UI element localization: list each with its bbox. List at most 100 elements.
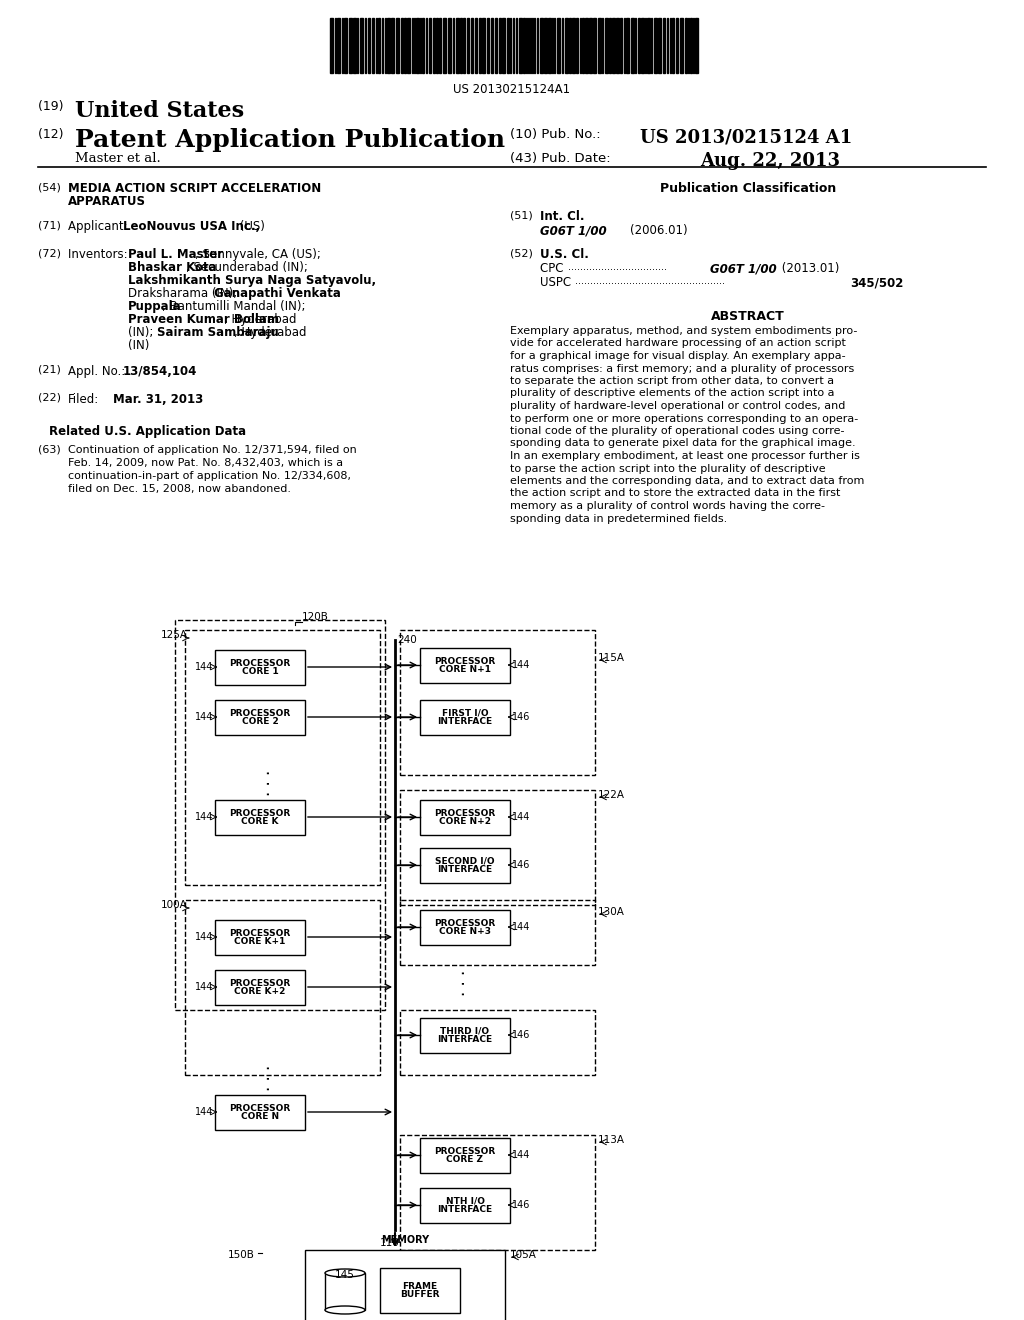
Bar: [663, 18, 665, 73]
Bar: [185, 630, 380, 884]
Bar: [589, 18, 592, 73]
Bar: [490, 18, 493, 73]
Text: INTERFACE: INTERFACE: [437, 717, 493, 726]
Text: INTERFACE: INTERFACE: [437, 1035, 493, 1044]
Bar: [523, 18, 525, 73]
Text: MEMORY: MEMORY: [381, 1236, 429, 1245]
Text: 144: 144: [512, 660, 530, 671]
Text: 122A: 122A: [598, 789, 625, 800]
Bar: [305, 1250, 505, 1320]
Text: CORE N: CORE N: [241, 1111, 280, 1121]
Bar: [420, 847, 510, 883]
Text: (43) Pub. Date:: (43) Pub. Date:: [510, 152, 610, 165]
Text: memory as a plurality of control words having the corre-: memory as a plurality of control words h…: [510, 502, 825, 511]
Text: PROCESSOR: PROCESSOR: [434, 919, 496, 928]
Bar: [443, 18, 446, 73]
Bar: [349, 18, 352, 73]
Bar: [612, 18, 615, 73]
Bar: [422, 18, 424, 73]
Text: · · ·: · · ·: [261, 770, 279, 796]
Text: PROCESSOR: PROCESSOR: [229, 659, 291, 668]
Text: Draksharama (IN);: Draksharama (IN);: [128, 286, 241, 300]
Bar: [401, 18, 403, 73]
Text: Paul L. Master: Paul L. Master: [128, 248, 223, 261]
Bar: [672, 18, 674, 73]
Text: CORE 1: CORE 1: [242, 667, 279, 676]
Text: filed on Dec. 15, 2008, now abandoned.: filed on Dec. 15, 2008, now abandoned.: [68, 484, 291, 494]
Text: Publication Classification: Publication Classification: [659, 182, 837, 195]
Bar: [449, 18, 451, 73]
Bar: [404, 18, 406, 73]
Bar: [585, 18, 588, 73]
Bar: [487, 18, 489, 73]
Text: US 2013/0215124 A1: US 2013/0215124 A1: [640, 128, 852, 147]
Bar: [420, 1188, 510, 1224]
Text: PROCESSOR: PROCESSOR: [434, 657, 496, 667]
Text: SECOND I/O: SECOND I/O: [435, 857, 495, 866]
Text: 144: 144: [195, 663, 213, 672]
Text: (19): (19): [38, 100, 68, 114]
Text: G06T 1/00: G06T 1/00: [540, 224, 606, 238]
Bar: [337, 18, 340, 73]
Text: 144: 144: [195, 812, 213, 822]
Bar: [582, 18, 584, 73]
Bar: [400, 900, 595, 965]
Text: 146: 146: [512, 861, 530, 870]
Text: ABSTRACT: ABSTRACT: [711, 310, 784, 323]
Text: 240: 240: [397, 635, 417, 645]
Text: Mar. 31, 2013: Mar. 31, 2013: [113, 393, 203, 407]
Ellipse shape: [325, 1269, 365, 1276]
Ellipse shape: [325, 1305, 365, 1313]
Text: CORE Z: CORE Z: [446, 1155, 483, 1164]
Text: 13/854,104: 13/854,104: [123, 366, 198, 378]
Bar: [482, 18, 485, 73]
Bar: [360, 18, 362, 73]
Text: (22): (22): [38, 393, 61, 403]
Text: FIRST I/O: FIRST I/O: [441, 709, 488, 718]
Bar: [436, 18, 438, 73]
Bar: [439, 18, 441, 73]
Bar: [175, 620, 385, 1010]
Bar: [185, 900, 380, 1074]
Text: Patent Application Publication: Patent Application Publication: [75, 128, 505, 152]
Text: Lakshmikanth Surya Naga Satyavolu,: Lakshmikanth Surya Naga Satyavolu,: [128, 275, 376, 286]
Bar: [676, 18, 678, 73]
Bar: [495, 18, 497, 73]
Text: Int. Cl.: Int. Cl.: [540, 210, 585, 223]
Text: · · ·: · · ·: [456, 970, 474, 997]
Bar: [557, 18, 560, 73]
Text: PROCESSOR: PROCESSOR: [229, 809, 291, 818]
Text: PROCESSOR: PROCESSOR: [229, 709, 291, 718]
Bar: [685, 18, 687, 73]
Text: 144: 144: [195, 932, 213, 942]
Bar: [499, 18, 501, 73]
Text: plurality of hardware-level operational or control codes, and: plurality of hardware-level operational …: [510, 401, 846, 411]
Bar: [215, 649, 305, 685]
Text: 120B: 120B: [302, 612, 329, 622]
Bar: [569, 18, 571, 73]
Text: 146: 146: [512, 1200, 530, 1210]
Bar: [620, 18, 622, 73]
Text: CPC: CPC: [540, 261, 567, 275]
Bar: [429, 18, 431, 73]
Text: (51): (51): [510, 210, 532, 220]
Text: , Hyderabad: , Hyderabad: [233, 326, 306, 339]
Text: U.S. Cl.: U.S. Cl.: [540, 248, 589, 261]
Text: CORE N+2: CORE N+2: [439, 817, 490, 826]
Text: (21): (21): [38, 366, 60, 375]
Bar: [387, 18, 390, 73]
Text: Related U.S. Application Data: Related U.S. Application Data: [49, 425, 247, 438]
Bar: [654, 18, 657, 73]
Text: 144: 144: [512, 921, 530, 932]
Text: LeoNouvus USA Inc.,: LeoNouvus USA Inc.,: [123, 220, 260, 234]
Text: 125A: 125A: [161, 630, 188, 640]
Bar: [368, 18, 370, 73]
Text: In an exemplary embodiment, at least one processor further is: In an exemplary embodiment, at least one…: [510, 451, 860, 461]
Text: USPC: USPC: [540, 276, 574, 289]
Text: , Bantumilli Mandal (IN);: , Bantumilli Mandal (IN);: [162, 300, 305, 313]
Bar: [507, 18, 509, 73]
Text: 146: 146: [512, 711, 530, 722]
Bar: [215, 970, 305, 1005]
Bar: [540, 18, 543, 73]
Text: MEDIA ACTION SCRIPT ACCELERATION: MEDIA ACTION SCRIPT ACCELERATION: [68, 182, 322, 195]
